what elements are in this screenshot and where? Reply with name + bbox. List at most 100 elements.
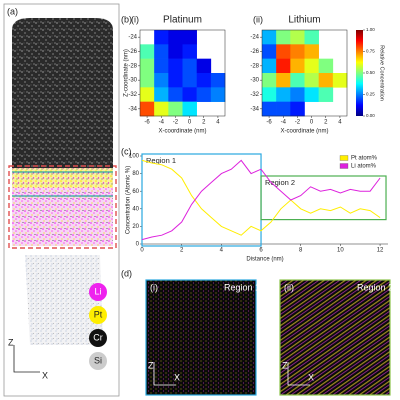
heat-cell [140, 58, 155, 74]
y-tick-label: -28 [250, 63, 259, 69]
heat-cell [262, 87, 277, 102]
region-image [279, 279, 391, 396]
legend-swatch [339, 163, 349, 169]
heat-cell [304, 58, 319, 74]
heat-cell [168, 73, 183, 88]
heat-cell [210, 73, 226, 88]
legend-label: Li atom% [351, 164, 377, 170]
heat-cell [140, 73, 155, 88]
substrate [25, 255, 103, 345]
x-tick-label: 10 [337, 248, 344, 254]
heat-cell [262, 30, 277, 45]
x-tick-label: 0 [140, 248, 144, 254]
x-tick-label: 6 [259, 248, 263, 254]
heat-cell [210, 87, 226, 102]
heat-cell [154, 101, 169, 117]
axis-label: Z [282, 360, 288, 370]
chart-label: (i) [131, 14, 139, 24]
legend: Li Pt Cr Si [89, 283, 107, 370]
image-title: Region 1 [224, 282, 260, 292]
legend-label: Cr [93, 332, 103, 342]
plot-frame [261, 29, 348, 117]
axis-label: Z [148, 360, 154, 370]
heat-cell [140, 44, 155, 59]
region-label: Region 1 [146, 156, 176, 165]
heat-cell [154, 44, 169, 59]
y-tick-label: 60 [132, 189, 139, 195]
heat-cell [276, 30, 291, 45]
x-tick-label: -2 [295, 120, 301, 126]
li-layer [12, 188, 113, 246]
x-axis-label: X-coordinate (nm) [280, 129, 328, 135]
y-tick-label: -32 [128, 92, 137, 98]
heat-cell [290, 73, 305, 88]
heat-cell [290, 87, 305, 102]
panel-label: (c) [121, 146, 132, 156]
image-label: (ii) [284, 282, 294, 292]
x-tick-label: 2 [202, 120, 206, 126]
axis-arrows [153, 362, 176, 386]
axis-arrows [13, 345, 40, 373]
heat-cell [304, 87, 319, 102]
x-tick-label: -4 [159, 120, 165, 126]
y-tick-label: -30 [128, 78, 137, 84]
legend-swatch [89, 352, 107, 370]
heat-cell [196, 58, 212, 74]
heat-cell [262, 73, 277, 88]
heat-cell [304, 44, 319, 59]
pt-layer [12, 168, 113, 188]
y-tick-label: -34 [250, 106, 259, 112]
x-tick-label: 4 [216, 120, 220, 126]
heat-cell [332, 73, 348, 88]
y-tick-label: -24 [250, 35, 259, 41]
legend-label: Pt [94, 309, 103, 319]
legend-swatch [89, 283, 107, 301]
heat-cell [140, 101, 155, 117]
panel-label: (a) [7, 6, 18, 16]
series-line [141, 159, 381, 241]
heat-cell [276, 73, 291, 88]
x-tick-label: 2 [180, 248, 184, 254]
panel-label: (b) [121, 14, 132, 24]
region-box [260, 175, 387, 221]
heat-cell [168, 101, 183, 117]
y-tick-label: 0 [136, 242, 140, 248]
plot-frame [139, 29, 226, 117]
y-tick-label: 100 [129, 154, 140, 160]
x-tick-label: 12 [377, 248, 384, 254]
heat-cell [182, 87, 197, 102]
x-tick-label: -6 [144, 120, 150, 126]
heat-cell [262, 101, 277, 117]
heat-cell [196, 73, 212, 88]
heat-cell [290, 30, 305, 45]
axis-label: Z [8, 337, 14, 347]
heat-cell [154, 87, 169, 102]
heat-cell [168, 87, 183, 102]
y-tick-label: -24 [128, 35, 137, 41]
axis-label: X [308, 372, 314, 382]
y-tick-label: -30 [250, 78, 259, 84]
image-label: (i) [150, 282, 158, 292]
heat-cell [276, 87, 291, 102]
heat-cell [304, 73, 319, 88]
x-tick-label: 0 [188, 120, 192, 126]
colorbar-tick-label: 1.00 [366, 27, 375, 32]
chart-title: Platinum [163, 15, 202, 26]
panel-label: (d) [121, 268, 132, 278]
heat-cell [304, 30, 319, 45]
y-tick-label: -34 [128, 106, 137, 112]
heat-cell [182, 73, 197, 88]
heat-cell [182, 30, 197, 45]
heat-cell [262, 44, 277, 59]
heat-cell [318, 87, 334, 102]
x-tick-label: 0 [310, 120, 314, 126]
colorbar-tick-label: 0.50 [366, 70, 375, 75]
heat-cell [168, 44, 183, 59]
series-line [141, 159, 381, 236]
panel-a-frame [3, 3, 120, 397]
x-axis-label: Distance (nm) [246, 257, 283, 263]
heat-cell [196, 87, 212, 102]
y-tick-label: -26 [128, 49, 137, 55]
heat-cell [290, 58, 305, 74]
